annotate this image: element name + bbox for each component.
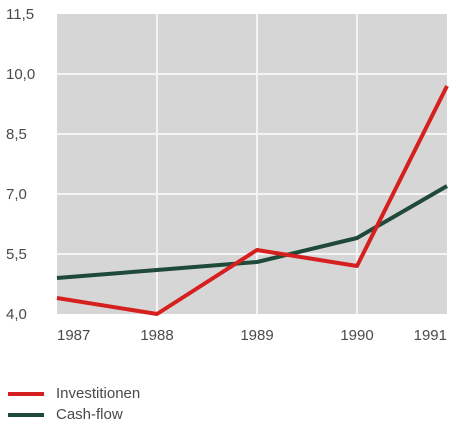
legend-item-investitionen: Investitionen (8, 384, 140, 403)
x-tick-label: 1988 (140, 327, 173, 344)
legend-item-cash-flow: Cash-flow (8, 405, 140, 424)
x-tick-label: 1990 (340, 327, 373, 344)
legend-label-investitionen: Investitionen (56, 385, 141, 402)
legend: Investitionen Cash-flow (8, 384, 140, 426)
legend-label-cash-flow: Cash-flow (56, 406, 123, 423)
series-line-cash-flow (56, 184, 449, 280)
y-tick-label: 8,5 (6, 126, 27, 143)
y-tick-label: 11,5 (6, 6, 34, 23)
y-tick-label: 10,0 (6, 66, 35, 83)
x-tick-label: 1991 (414, 327, 447, 344)
legend-swatch-investitionen (8, 391, 44, 396)
y-tick-label: 5,5 (6, 246, 27, 263)
y-tick-label: 7,0 (6, 186, 27, 203)
x-tick-label: 1987 (57, 327, 90, 344)
plot-area (57, 14, 447, 314)
legend-swatch-cash-flow (8, 412, 44, 417)
y-tick-label: 4,0 (6, 306, 27, 323)
x-tick-label: 1989 (240, 327, 273, 344)
series-line-investitionen (56, 85, 449, 316)
